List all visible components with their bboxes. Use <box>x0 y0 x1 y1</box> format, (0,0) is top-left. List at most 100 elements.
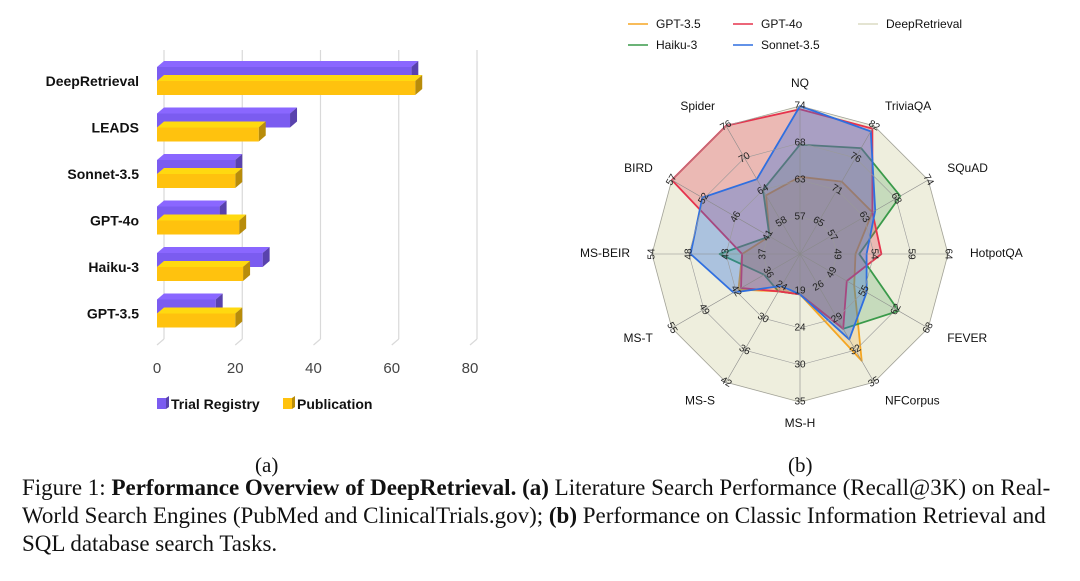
radar-tick-label-10-3: 57 <box>664 172 679 188</box>
legend-label: Publication <box>297 396 372 412</box>
radar-tick-label-3-2: 59 <box>905 248 916 260</box>
radar-tick-label-6-0: 19 <box>794 286 806 297</box>
bar-side-face <box>235 307 243 328</box>
bar-publication-3 <box>157 214 247 235</box>
x-tick-label-4: 80 <box>462 360 479 377</box>
radar-axis-label-3: HotpotQA <box>970 246 1023 260</box>
radar-tick-label-2-2: 68 <box>888 191 903 207</box>
bar-front-face <box>157 267 244 281</box>
radar-spoke-4 <box>799 253 929 329</box>
radar-tick-label-8-2: 49 <box>696 302 711 318</box>
radar-spoke-2 <box>799 179 929 255</box>
category-label-5: GPT-3.5 <box>87 306 139 322</box>
radar-tick-label-5-0: 26 <box>811 278 827 293</box>
legend-swatch-side <box>292 396 295 409</box>
category-label-1: LEADS <box>92 120 139 136</box>
bar-top-face <box>157 200 227 207</box>
caption-title: Performance Overview of DeepRetrieval. <box>111 475 517 500</box>
radar-axis-label-8: MS-T <box>623 331 653 345</box>
legend-item-trial-registry: Trial Registry <box>157 396 260 412</box>
radar-tick-label-3-0: 49 <box>831 248 842 260</box>
category-label-3: GPT-4o <box>90 213 139 229</box>
radar-tick-label-3-1: 54 <box>868 248 879 260</box>
category-label-0: DeepRetrieval <box>46 73 139 89</box>
x-gridline-floor-0 <box>156 338 165 346</box>
bar-top-face <box>157 168 243 174</box>
caption-prefix: Figure 1: <box>22 475 112 500</box>
category-label-4: Haiku-3 <box>88 259 139 275</box>
radar-tick-label-6-2: 30 <box>794 360 806 371</box>
radar-tick-label-8-0: 36 <box>760 265 775 281</box>
radar-axis-label-0: NQ <box>791 76 809 90</box>
legend-item-publication: Publication <box>283 396 372 412</box>
bar-front-face <box>157 313 236 328</box>
radar-tick-label-9-2: 48 <box>684 248 695 260</box>
radar-tick-label-7-3: 42 <box>718 375 734 390</box>
radar-tick-label-1-0: 65 <box>811 215 827 230</box>
x-gridline-floor-4 <box>469 338 478 346</box>
radar-tick-label-8-1: 42 <box>728 284 743 300</box>
bar-side-face <box>415 75 423 95</box>
radar-tick-label-1-3: 82 <box>866 118 882 133</box>
bar-chart: 0 20 40 60 80 DeepRetrieval LEADS Sonnet-3.5 GPT… <box>46 50 479 412</box>
bar-front-face <box>157 127 259 142</box>
radar-spoke-7 <box>725 253 801 383</box>
radar-tick-label-11-2: 70 <box>737 150 753 165</box>
x-tick-label-1: 20 <box>227 360 244 377</box>
bar-side-face <box>243 261 251 281</box>
radar-tick-label-9-1: 43 <box>721 248 732 260</box>
x-tick-label-2: 40 <box>305 360 322 377</box>
radar-tick-label-10-0: 41 <box>761 228 776 244</box>
radar-axis-label-10: BIRD <box>624 161 653 175</box>
bar-top-face <box>157 293 223 300</box>
bar-top-face <box>157 261 251 267</box>
radar-legend-item-deepretrieval: DeepRetrieval <box>858 17 962 31</box>
x-gridline-floor-1 <box>234 338 243 346</box>
bar-top-face <box>157 61 419 67</box>
caption-part-a-text: Literature Search Performance (Recall@3K… <box>22 475 1051 528</box>
radar-tick-label-5-2: 32 <box>848 342 864 357</box>
x-gridline-floor-2 <box>313 338 321 346</box>
radar-tick-label-2-3: 74 <box>921 173 936 189</box>
caption-part-b-text: Performance on Classic Information Retri… <box>22 503 1046 556</box>
radar-axis-label-1: TriviaQA <box>885 99 931 113</box>
radar-tick-label-1-1: 71 <box>829 182 845 197</box>
radar-tick-label-5-3: 35 <box>867 375 883 390</box>
legend-label: DeepRetrieval <box>886 17 962 31</box>
bar-side-face <box>258 121 266 142</box>
x-gridline-floor-3 <box>391 338 400 346</box>
radar-tick-label-7-0: 24 <box>774 279 790 294</box>
radar-spoke-10 <box>671 179 801 255</box>
radar-tick-label-7-2: 36 <box>737 343 753 358</box>
radar-tick-label-0-1: 63 <box>794 175 806 186</box>
bar-front-face <box>157 174 236 188</box>
radar-tick-label-4-1: 55 <box>857 283 872 299</box>
radar-tick-label-4-0: 49 <box>825 265 840 281</box>
caption-part-a-label: (a) <box>516 475 549 500</box>
bar-side-face <box>239 214 247 235</box>
radar-spoke-8 <box>671 253 801 329</box>
radar-tick-label-5-1: 29 <box>830 310 846 325</box>
radar-axis-label-5: NFCorpus <box>885 393 940 407</box>
radar-tick-label-4-3: 68 <box>921 320 936 336</box>
radar-legend-item-gpt-4o: GPT-4o <box>733 17 803 31</box>
radar-axis-label-11: Spider <box>680 99 715 113</box>
bar-top-face <box>157 107 298 114</box>
radar-axis-label-4: FEVER <box>947 331 987 345</box>
radar-spoke-11 <box>725 125 801 255</box>
radar-tick-label-2-0: 57 <box>824 228 839 244</box>
bar-top-face <box>157 214 247 221</box>
legend-swatch <box>157 398 166 409</box>
legend-swatch-side <box>166 396 169 409</box>
radar-axis-label-6: MS-H <box>785 416 816 430</box>
bar-publication-0 <box>157 75 423 95</box>
radar-tick-label-9-3: 54 <box>647 248 658 260</box>
bar-publication-5 <box>157 307 243 328</box>
radar-legend-item-haiku-3: Haiku-3 <box>628 38 698 52</box>
radar-spoke-1 <box>799 125 875 255</box>
legend-label: GPT-4o <box>761 17 803 31</box>
caption-part-b-label: (b) <box>548 503 577 528</box>
radar-tick-label-11-3: 76 <box>719 118 735 133</box>
bar-front-face <box>157 220 240 235</box>
radar-tick-label-6-3: 35 <box>794 397 806 408</box>
